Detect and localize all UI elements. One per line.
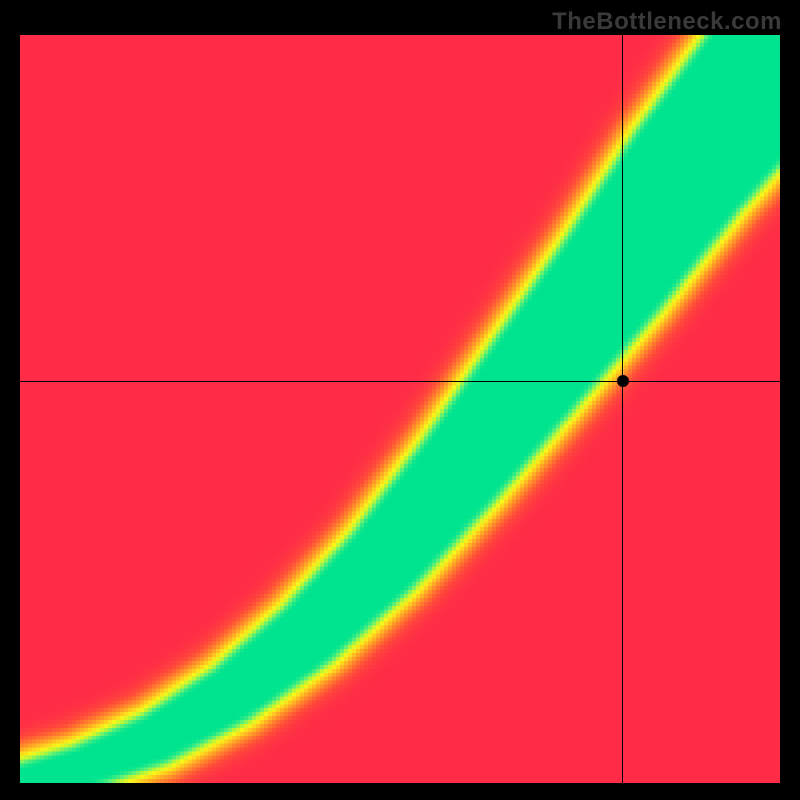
crosshair-marker (617, 375, 629, 387)
crosshair-horizontal (20, 381, 780, 383)
watermark-text: TheBottleneck.com (552, 8, 782, 36)
plot-area (20, 35, 780, 783)
crosshair-vertical (622, 35, 624, 783)
heatmap-canvas (20, 35, 780, 783)
chart-container: TheBottleneck.com (0, 0, 800, 800)
